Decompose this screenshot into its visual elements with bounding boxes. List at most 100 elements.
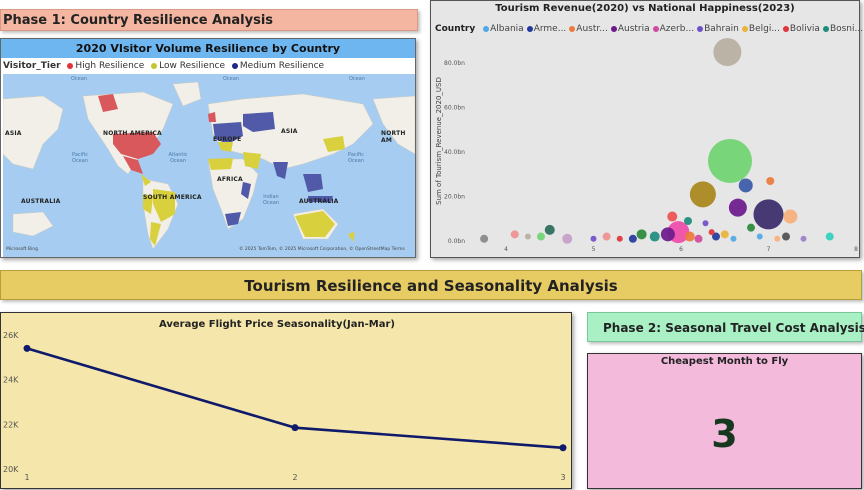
land-australia-left xyxy=(12,211,54,237)
scatter-point[interactable] xyxy=(713,38,742,67)
line-y-tick: 20K xyxy=(3,465,19,474)
scatter-point[interactable] xyxy=(747,223,755,232)
line-point[interactable] xyxy=(23,344,31,352)
country-china-japan xyxy=(323,136,345,152)
scatter-point[interactable] xyxy=(702,220,709,227)
scatter-point[interactable] xyxy=(510,230,519,239)
scatter-point[interactable] xyxy=(636,229,647,240)
scatter-point[interactable] xyxy=(649,231,660,242)
scatter-point[interactable] xyxy=(562,233,573,244)
section-banner: Tourism Resilience and Seasonality Analy… xyxy=(0,270,862,300)
scatter-legend-item[interactable]: Austria xyxy=(617,24,650,34)
scatter-point[interactable] xyxy=(800,235,807,242)
scatter-point[interactable] xyxy=(708,139,752,183)
scatter-legend-item[interactable]: Bosni... xyxy=(829,24,864,34)
scatter-point[interactable] xyxy=(628,234,637,243)
scatter-point[interactable] xyxy=(667,211,678,222)
scatter-point[interactable] xyxy=(782,232,790,241)
scatter-point[interactable] xyxy=(684,217,692,225)
line-y-tick: 24K xyxy=(3,376,19,385)
scatter-point[interactable] xyxy=(524,233,531,240)
scatter-point[interactable] xyxy=(783,209,798,224)
region-label-europe: EUROPE xyxy=(213,136,242,143)
scatter-legend-item[interactable]: Albania xyxy=(490,24,524,34)
ocean-label-top-mid: Ocean xyxy=(223,76,239,82)
country-argentina xyxy=(150,222,161,246)
scatter-y-axis-label: Sum of Tourism_Revenue_2020_USD xyxy=(435,77,443,205)
region-label-asia-left: ASIA xyxy=(5,130,22,137)
scatter-point[interactable] xyxy=(825,232,834,241)
scatter-point[interactable] xyxy=(537,232,545,241)
scatter-point[interactable] xyxy=(720,230,729,239)
line-y-tick: 26K xyxy=(3,331,19,340)
line-series xyxy=(26,347,564,450)
legend-label-low[interactable]: Low Resilience xyxy=(159,61,226,71)
scatter-point[interactable] xyxy=(480,234,489,243)
scatter-point[interactable] xyxy=(738,178,753,193)
scatter-point[interactable] xyxy=(728,198,747,217)
region-label-australia-left: AUSTRALIA xyxy=(21,198,61,205)
scatter-legend-dot xyxy=(526,25,533,32)
scatter-visual[interactable]: Tourism Revenue(2020) vs National Happin… xyxy=(430,0,864,258)
scatter-legend-dot xyxy=(652,25,659,32)
scatter-y-tick: 60.0bn xyxy=(444,105,465,112)
scatter-point[interactable] xyxy=(684,231,695,242)
scatter-point[interactable] xyxy=(753,199,784,230)
map-attribution[interactable]: © 2025 TomTom, © 2025 Microsoft Corporat… xyxy=(239,247,405,252)
region-label-asia-right: ASIA xyxy=(281,128,298,135)
world-map[interactable]: Ocean Ocean Ocean Pacific Ocean Atlantic… xyxy=(3,74,415,257)
scatter-point[interactable] xyxy=(694,234,703,243)
scatter-point[interactable] xyxy=(590,235,597,242)
line-x-tick: 1 xyxy=(24,473,29,482)
scatter-legend-dot xyxy=(610,25,617,32)
scatter-legend-dot xyxy=(782,25,789,32)
map-visual[interactable]: 2020 VIsitor Volume Resilience by Countr… xyxy=(0,38,416,258)
country-europe-south xyxy=(218,142,233,152)
scatter-x-tick: 8 xyxy=(854,246,858,253)
line-point[interactable] xyxy=(559,444,567,452)
scatter-point[interactable] xyxy=(712,232,720,241)
map-title: 2020 VIsitor Volume Resilience by Countr… xyxy=(1,39,415,58)
scatter-legend-item[interactable]: Bolivia xyxy=(789,24,820,34)
scatter-legend-item[interactable]: Azerb... xyxy=(659,24,695,34)
scatter-point[interactable] xyxy=(689,181,716,208)
line-point[interactable] xyxy=(291,424,299,432)
land-asia-left xyxy=(3,95,64,170)
legend-dot-medium xyxy=(231,62,238,69)
kpi-value: 3 xyxy=(711,412,738,456)
scatter-legend-item[interactable]: Austr... xyxy=(576,24,608,34)
country-south-africa xyxy=(225,212,241,226)
scatter-y-tick: 40.0bn xyxy=(444,149,465,156)
country-mexico xyxy=(123,156,143,174)
country-russia-west xyxy=(243,112,275,132)
region-label-north-am-right: NORTH AM xyxy=(381,130,406,144)
scatter-point[interactable] xyxy=(602,232,611,241)
map-land-layer xyxy=(3,81,415,250)
country-peru xyxy=(143,194,153,214)
scatter-point[interactable] xyxy=(708,229,715,236)
scatter-point[interactable] xyxy=(756,233,763,240)
bing-logo: Microsoft Bing xyxy=(6,247,38,252)
line-visual[interactable]: Average Flight Price Seasonality(Jan-Mar… xyxy=(0,312,572,489)
line-title: Average Flight Price Seasonality(Jan-Mar… xyxy=(159,319,395,330)
scatter-point[interactable] xyxy=(766,177,775,185)
legend-label-medium[interactable]: Medium Resilience xyxy=(239,61,325,71)
scatter-legend-item[interactable]: Arme... xyxy=(533,24,567,34)
region-label-australia-right: AUSTRALIA xyxy=(299,198,339,205)
scatter-point[interactable] xyxy=(730,235,737,242)
scatter-y-tick: 80.0bn xyxy=(444,60,465,67)
land-north-america-right xyxy=(372,95,415,155)
scatter-point[interactable] xyxy=(616,235,623,242)
scatter-legend-item[interactable]: Belgi... xyxy=(748,24,780,34)
scatter-point[interactable] xyxy=(774,235,781,242)
kpi-card[interactable]: Cheapest Month to Fly 3 xyxy=(587,353,862,489)
ocean-label-atlantic: Atlantic Ocean xyxy=(168,152,188,164)
ocean-label-top-right: Ocean xyxy=(349,76,365,82)
scatter-x-tick: 7 xyxy=(767,246,771,253)
legend-dot-low xyxy=(151,62,158,69)
scatter-legend-item[interactable]: Bahrain xyxy=(704,24,739,34)
map-legend: Visitor_Tier High Resilience Low Resilie… xyxy=(3,59,324,73)
legend-label-high[interactable]: High Resilience xyxy=(75,61,145,71)
scatter-point[interactable] xyxy=(544,224,555,235)
scatter-point[interactable] xyxy=(660,227,675,242)
